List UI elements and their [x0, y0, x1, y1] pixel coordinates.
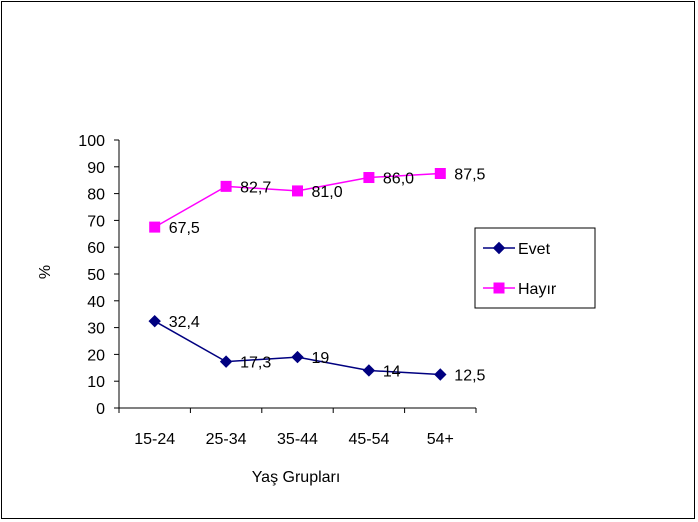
x-tick-label: 45-54 [348, 431, 389, 448]
data-point-evet [434, 368, 447, 381]
legend-label-evet: Evet [518, 241, 551, 258]
axes: 0 10 20 30 40 50 60 70 80 90 100 15-24 25-34 35-44 45-… [78, 133, 477, 448]
y-tick-label: 70 [87, 213, 105, 230]
y-tick-label: 60 [87, 240, 105, 257]
x-tick-label: 25-34 [206, 431, 247, 448]
x-tick-label: 15-24 [134, 431, 175, 448]
data-label-hayir: 87,5 [454, 167, 485, 184]
data-point-hayir [363, 172, 375, 184]
data-point-hayir [220, 180, 232, 192]
y-axis-title: % [37, 265, 54, 279]
y-tick-label: 10 [87, 374, 105, 391]
x-axis-title: Yaş Grupları [252, 469, 341, 486]
y-tick-label: 80 [87, 187, 105, 204]
y-tick-label: 90 [87, 160, 105, 177]
data-label-evet: 19 [312, 350, 330, 367]
legend-marker-hayir [493, 282, 505, 294]
series-layer [148, 168, 447, 381]
data-label-evet: 17,3 [240, 355, 271, 372]
x-tick-label: 54+ [427, 431, 454, 448]
y-tick-label: 20 [87, 347, 105, 364]
data-point-evet [148, 314, 161, 328]
data-label-hayir: 67,5 [169, 220, 200, 237]
data-point-hayir [292, 185, 303, 197]
y-tick-label: 0 [96, 401, 105, 418]
y-tick-label: 100 [78, 133, 105, 150]
data-point-evet [362, 364, 376, 377]
series-evet [148, 314, 447, 381]
data-label-hayir: 82,7 [240, 179, 271, 196]
data-point-hayir [434, 168, 446, 179]
data-label-hayir: 81,0 [312, 184, 343, 201]
data-label-evet: 12,5 [454, 368, 485, 385]
data-point-evet [219, 355, 233, 368]
y-tick-label: 30 [87, 321, 105, 338]
data-point-evet [291, 350, 304, 364]
legend-box [474, 227, 596, 309]
labels-layer: 32,4 17,3 19 14 12,5 67,5 82,7 81,0 86,0 87,5 [169, 167, 486, 385]
data-point-hayir [149, 221, 161, 233]
data-label-evet: 32,4 [169, 314, 200, 331]
data-label-hayir: 86,0 [383, 171, 414, 188]
data-label-evet: 14 [383, 363, 401, 380]
x-tick-label: 35-44 [277, 431, 318, 448]
y-tick-label: 50 [87, 267, 105, 284]
series-hayir [149, 168, 446, 233]
y-tick-label: 40 [87, 294, 105, 311]
legend-marker-evet [492, 241, 506, 255]
legend: Evet Hayır [474, 227, 596, 309]
legend-label-hayir: Hayır [518, 281, 557, 298]
